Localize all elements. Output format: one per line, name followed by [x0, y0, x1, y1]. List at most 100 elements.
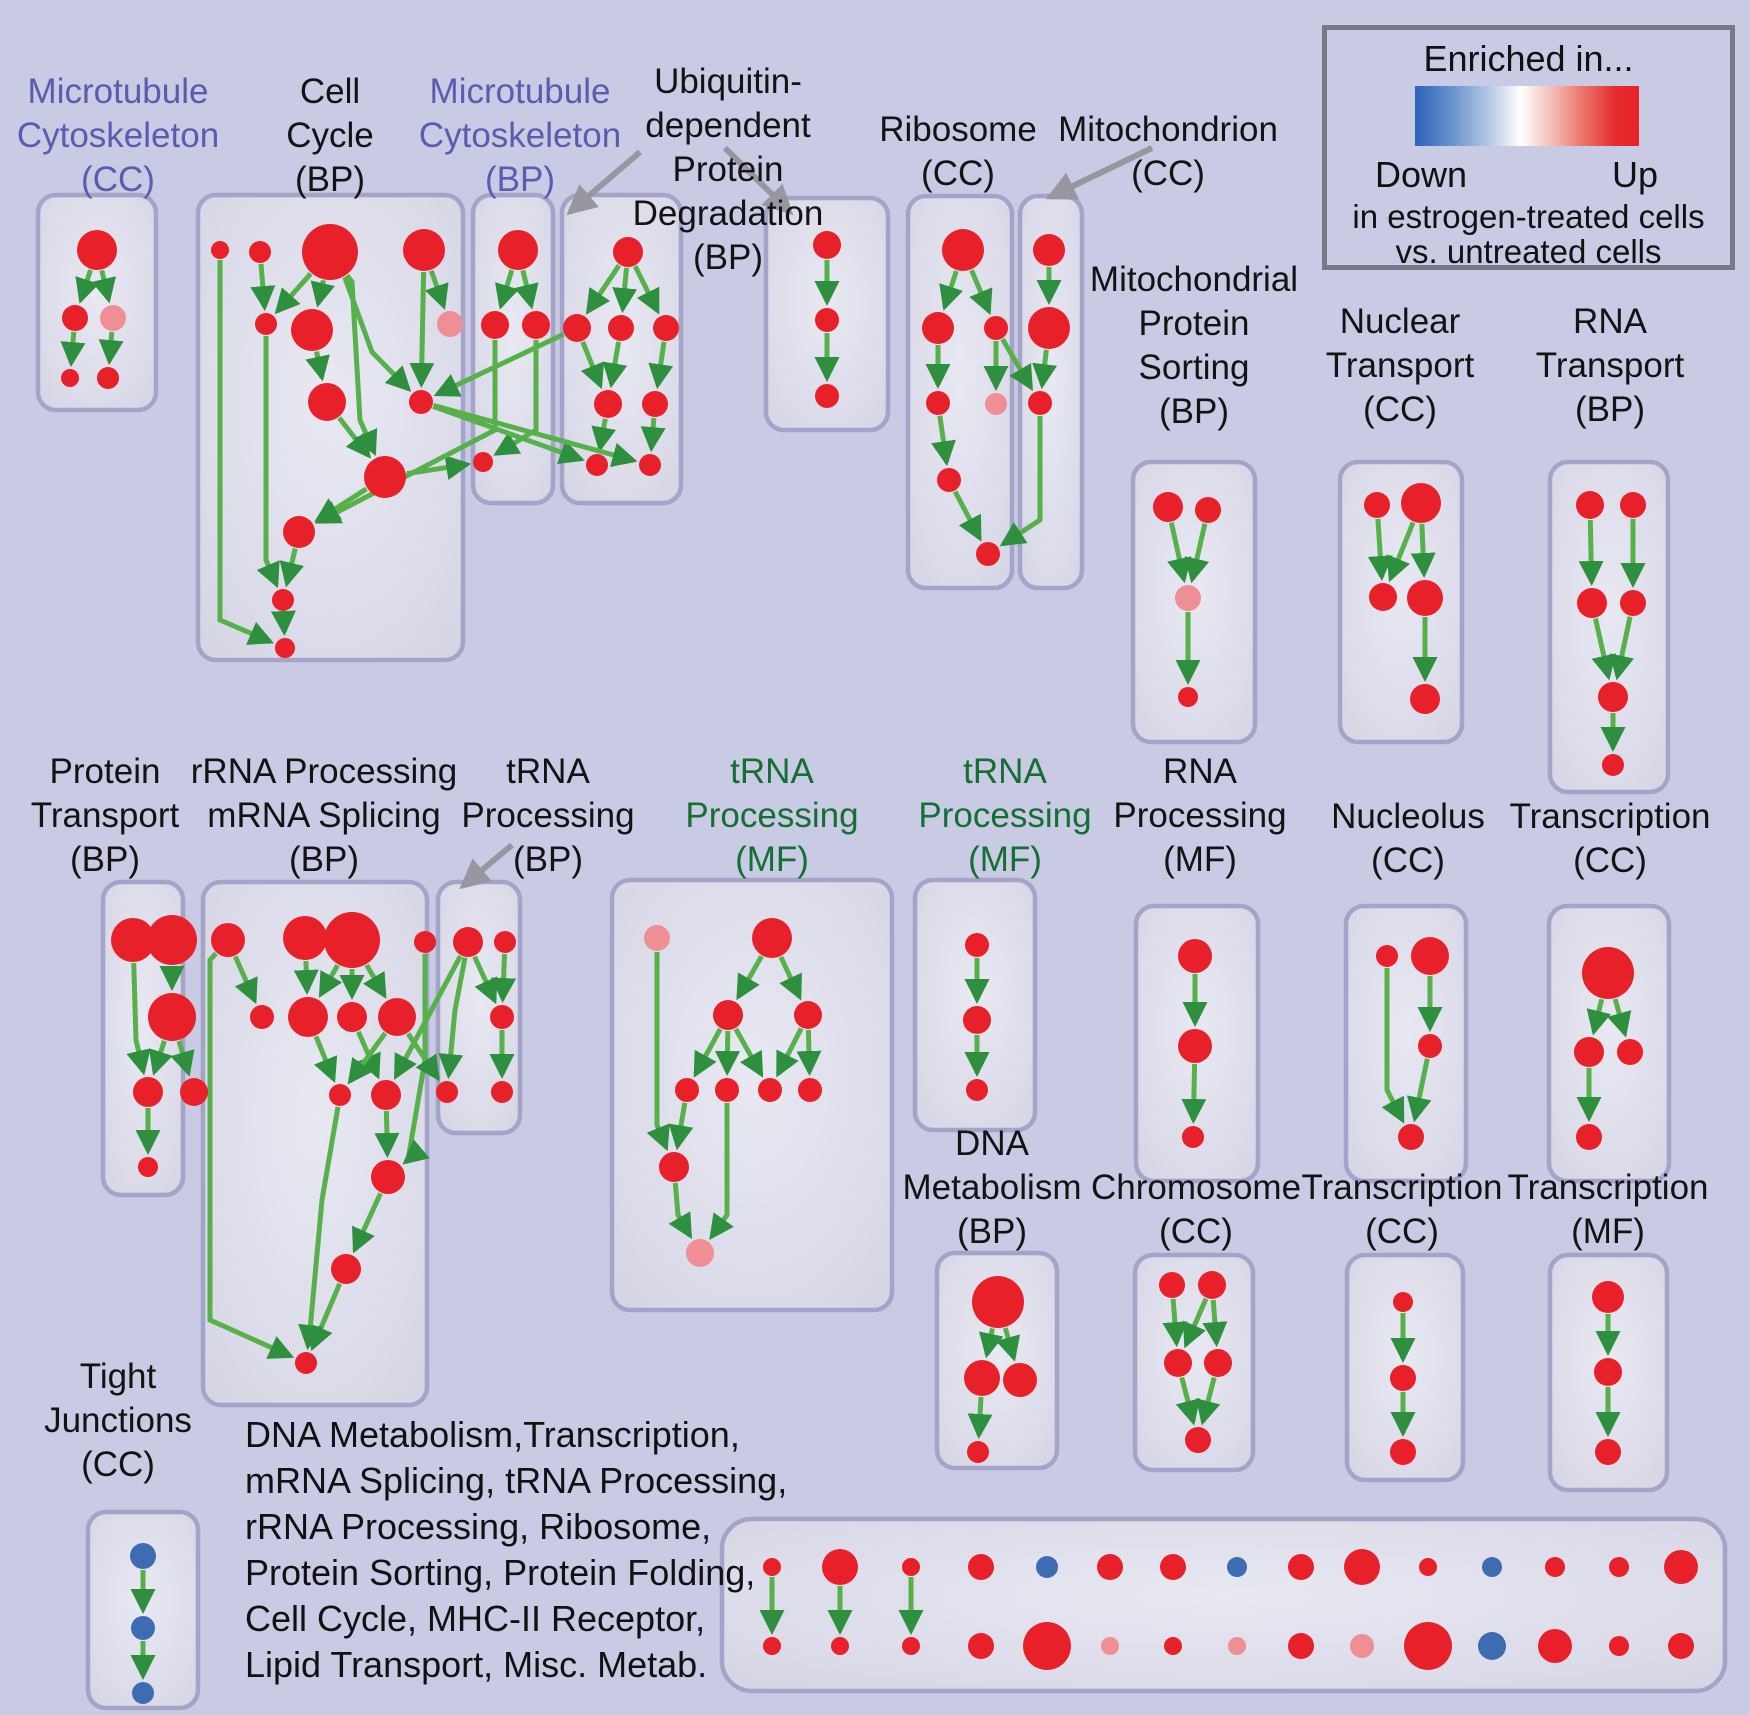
go-term-node — [831, 1637, 849, 1655]
go-term-node — [1376, 945, 1398, 967]
edge-arrow — [60, 331, 86, 368]
go-term-node — [255, 313, 277, 335]
go-term-node — [409, 390, 433, 414]
go-term-node — [686, 1239, 714, 1267]
go-term-node — [1398, 1124, 1424, 1150]
go-term-node — [1620, 590, 1646, 616]
cluster-box-trna-mf-2 — [912, 877, 1038, 1133]
go-term-node — [1159, 1272, 1185, 1298]
go-term-node — [1574, 1037, 1604, 1067]
go-term-node — [942, 229, 984, 271]
go-term-node — [288, 997, 328, 1037]
edge-arrow — [352, 1192, 383, 1254]
annotation-arrow — [459, 842, 514, 890]
go-term-node — [1101, 1637, 1119, 1655]
go-term-node — [100, 305, 126, 331]
go-term-node — [436, 1081, 458, 1103]
go-term-node — [211, 923, 245, 957]
go-term-node — [972, 1276, 1024, 1328]
go-term-node — [1164, 1349, 1192, 1377]
go-term-node — [642, 391, 668, 417]
edge-arrow — [969, 269, 993, 316]
go-term-node — [331, 1254, 361, 1284]
go-term-node — [813, 231, 841, 259]
go-term-node — [1204, 1349, 1232, 1377]
go-term-node — [1577, 588, 1607, 618]
go-term-node — [984, 316, 1008, 340]
go-term-node — [61, 369, 79, 387]
cluster-box-mtcc — [35, 192, 159, 413]
go-term-node — [522, 311, 550, 339]
edge-arrow — [233, 955, 258, 1005]
edge-arrow — [1607, 998, 1632, 1038]
go-term-node — [659, 1152, 689, 1182]
legend-up-label: Up — [1611, 154, 1659, 195]
go-term-node — [1178, 939, 1212, 973]
edge-arrow — [602, 341, 628, 389]
go-term-node — [902, 1558, 920, 1576]
go-term-node — [1594, 1358, 1622, 1386]
go-term-node — [1407, 580, 1443, 616]
go-term-node — [250, 1005, 274, 1029]
go-term-node — [968, 1633, 994, 1659]
edge-arrow — [693, 1027, 723, 1078]
go-term-node — [414, 931, 436, 953]
go-term-node — [675, 1078, 699, 1102]
go-term-node — [1576, 1124, 1602, 1150]
edge-arrow — [495, 269, 519, 310]
edge-arrow — [978, 1327, 1004, 1359]
edge-arrow — [939, 270, 964, 311]
go-term-node — [491, 1081, 513, 1103]
go-term-node — [249, 241, 271, 263]
go-term-node — [364, 456, 406, 498]
go-term-node — [1033, 234, 1065, 266]
go-term-node — [138, 1157, 158, 1177]
go-term-node — [815, 308, 839, 332]
edge-arrow — [98, 331, 124, 366]
collapsed-clusters-text: DNA Metabolism,Transcription, mRNA Splic… — [245, 1414, 788, 1685]
go-term-node — [1350, 1634, 1374, 1658]
edge-arrow — [298, 1106, 341, 1351]
go-term-node — [490, 1005, 514, 1029]
edge-arrow — [580, 340, 605, 390]
go-term-node — [758, 1078, 782, 1102]
go-term-node — [133, 1077, 163, 1107]
go-term-node — [798, 1078, 822, 1102]
edge-arrow — [1386, 521, 1416, 583]
edge-arrow — [1381, 968, 1405, 1124]
go-term-node — [653, 315, 679, 341]
go-term-node — [965, 933, 989, 957]
go-term-node — [283, 916, 327, 960]
edge-arrow — [632, 265, 660, 315]
go-term-node — [1288, 1554, 1314, 1580]
go-term-node — [291, 309, 333, 351]
go-term-node — [1411, 937, 1449, 975]
annotation-arrow — [566, 149, 642, 216]
go-term-node — [1576, 491, 1604, 519]
go-term-node — [715, 1078, 739, 1102]
edge-arrow — [1162, 1298, 1188, 1348]
go-term-node — [822, 1549, 858, 1585]
edge-arrow — [305, 350, 330, 382]
edge-arrow — [1167, 522, 1192, 584]
cluster-box-rna-trans — [1547, 459, 1671, 795]
edge-arrow — [310, 279, 336, 308]
go-term-node — [1369, 583, 1397, 611]
go-term-node — [1538, 1629, 1572, 1663]
edge-arrow — [648, 341, 674, 390]
go-term-node — [132, 1682, 154, 1704]
annotation-arrow — [1045, 145, 1154, 200]
edge-arrow — [438, 957, 468, 1080]
edge-arrow — [1609, 616, 1634, 681]
go-term-node — [763, 1558, 781, 1576]
go-term-node — [62, 305, 88, 331]
edge-arrow — [347, 1031, 388, 1085]
go-term-node — [1175, 585, 1201, 611]
go-term-node — [1023, 1622, 1071, 1670]
edge-arrow — [999, 416, 1043, 547]
edge-arrow — [318, 963, 343, 998]
edge-arrow — [778, 955, 802, 1001]
go-term-node — [937, 468, 961, 492]
edge-arrow — [585, 263, 622, 315]
edge-arrow — [715, 1030, 741, 1076]
